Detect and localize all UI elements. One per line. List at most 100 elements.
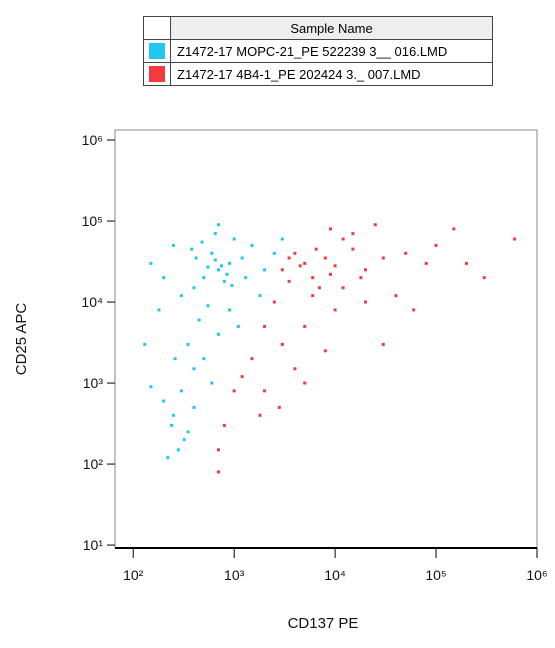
point	[323, 256, 327, 260]
point	[240, 256, 244, 260]
point	[202, 276, 206, 280]
y-tick-label: 10¹	[83, 537, 104, 553]
point	[258, 294, 262, 298]
legend-label: Z1472-17 MOPC-21_PE 522239 3__ 016.LMD	[170, 39, 493, 63]
point	[186, 342, 190, 346]
point	[341, 237, 345, 241]
point	[206, 265, 210, 269]
point	[277, 405, 281, 409]
point	[287, 256, 291, 260]
point	[341, 286, 345, 290]
point	[311, 294, 315, 298]
point	[186, 430, 190, 434]
point	[143, 342, 147, 346]
point	[232, 237, 236, 241]
x-tick-label: 10⁶	[526, 567, 547, 583]
point	[200, 240, 204, 244]
point	[272, 251, 276, 255]
point	[217, 448, 221, 452]
point	[232, 389, 236, 393]
point	[217, 223, 221, 227]
point	[424, 261, 428, 265]
plot-frame	[114, 129, 538, 549]
point	[394, 294, 398, 298]
point	[452, 227, 456, 231]
point	[258, 413, 262, 417]
point	[217, 332, 221, 336]
point	[333, 264, 337, 268]
point	[280, 237, 284, 241]
point	[149, 261, 153, 265]
point	[404, 251, 408, 255]
y-tick-label: 10²	[83, 456, 104, 472]
point	[293, 251, 297, 255]
point	[359, 276, 363, 280]
point	[381, 256, 385, 260]
point	[179, 294, 183, 298]
point	[171, 413, 175, 417]
point	[210, 251, 214, 255]
point	[176, 448, 180, 452]
point	[363, 300, 367, 304]
point	[333, 308, 337, 312]
point	[179, 389, 183, 393]
legend-swatch	[149, 43, 165, 59]
point	[157, 308, 161, 312]
legend-label: Z1472-17 4B4-1_PE 202424 3._ 007.LMD	[170, 62, 493, 86]
point	[222, 423, 226, 427]
point	[213, 232, 217, 236]
y-tick-label: 10⁵	[82, 213, 103, 229]
point	[228, 261, 232, 265]
point	[250, 357, 254, 361]
point	[240, 375, 244, 379]
point	[192, 367, 196, 371]
point	[482, 276, 486, 280]
point	[228, 308, 232, 312]
legend: Sample Name Z1472-17 MOPC-21_PE 522239 3…	[143, 16, 493, 86]
point	[263, 324, 267, 328]
point	[206, 304, 210, 308]
x-tick-label: 10²	[123, 567, 144, 583]
y-tick-label: 10⁴	[81, 294, 103, 310]
legend-title: Sample Name	[170, 16, 493, 40]
point	[173, 357, 177, 361]
point	[323, 349, 327, 353]
point	[194, 256, 198, 260]
point	[513, 237, 517, 241]
point	[162, 399, 166, 403]
x-tick-label: 10⁴	[324, 567, 346, 583]
point	[192, 286, 196, 290]
x-tick-label: 10⁵	[425, 567, 446, 583]
x-axis-label: CD137 PE	[288, 615, 359, 632]
x-tick-label: 10³	[224, 567, 245, 583]
point	[217, 268, 221, 272]
point	[202, 357, 206, 361]
point	[263, 389, 267, 393]
point	[170, 423, 174, 427]
point	[222, 279, 226, 283]
point	[272, 300, 276, 304]
point	[434, 243, 438, 247]
point	[250, 243, 254, 247]
point	[217, 470, 221, 474]
point	[182, 438, 186, 442]
point	[287, 279, 291, 283]
y-tick-label: 10⁶	[82, 132, 103, 148]
point	[244, 276, 248, 280]
point	[351, 232, 355, 236]
point	[314, 247, 318, 251]
point	[213, 258, 217, 262]
point	[225, 272, 229, 276]
point	[190, 247, 194, 251]
point	[303, 261, 307, 265]
point	[303, 324, 307, 328]
point	[381, 342, 385, 346]
point	[197, 318, 201, 322]
point	[303, 381, 307, 385]
point	[263, 268, 267, 272]
point	[166, 456, 170, 460]
point	[149, 385, 153, 389]
point	[298, 264, 302, 268]
